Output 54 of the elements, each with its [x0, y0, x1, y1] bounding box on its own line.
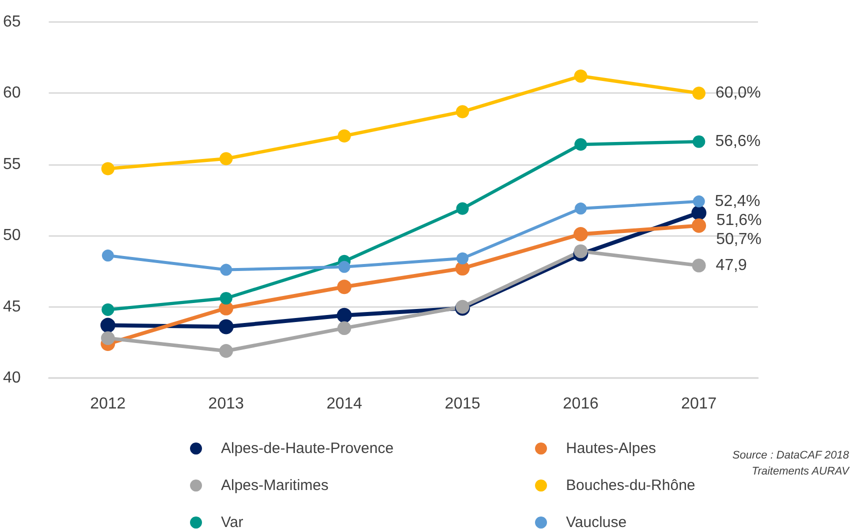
point — [220, 152, 233, 166]
point — [692, 258, 706, 272]
point — [219, 344, 233, 358]
point — [692, 86, 706, 100]
point — [456, 202, 469, 215]
point — [574, 226, 588, 242]
legend-label: Bouches-du-Rhône — [566, 477, 696, 494]
point — [574, 244, 588, 258]
x-tick-label: 2017 — [681, 396, 717, 412]
data-label: 47,9 — [716, 257, 748, 274]
legend-label: Hautes-Alpes — [566, 440, 656, 457]
point — [692, 135, 706, 148]
data-label: 50,7% — [716, 230, 762, 248]
point — [692, 218, 706, 233]
legend-label: Vaucluse — [566, 514, 627, 529]
y-tick-label: 45 — [3, 298, 21, 316]
x-tick-label: 2012 — [90, 396, 126, 412]
point — [574, 202, 587, 215]
point — [100, 318, 116, 333]
source-note: Source : DataCAF 2018 — [732, 450, 850, 462]
point — [337, 280, 352, 294]
point — [456, 105, 470, 118]
point — [101, 162, 114, 176]
y-tick-label: 60 — [3, 84, 21, 102]
point — [220, 292, 232, 305]
data-label: 52,4% — [714, 192, 760, 210]
point — [220, 264, 232, 276]
data-label: 56,6% — [715, 133, 761, 150]
point — [338, 129, 351, 143]
y-tick-label: 50 — [3, 227, 21, 244]
text: Traitements AURAV — [752, 466, 851, 478]
x-tick-label: 2016 — [562, 396, 599, 412]
point — [574, 138, 587, 151]
data-label: 60,0% — [716, 84, 761, 102]
point — [337, 321, 352, 336]
x-tick-label: 2015 — [444, 396, 480, 412]
point — [101, 331, 115, 346]
point — [692, 195, 705, 208]
y-tick-label: 65 — [3, 14, 21, 30]
legend-label: Alpes-Maritimes — [221, 477, 329, 494]
y-tick-label: 55 — [3, 156, 21, 173]
point — [336, 308, 352, 323]
point — [102, 303, 114, 316]
x-tick-label: 2014 — [326, 396, 362, 412]
point — [456, 252, 468, 264]
point — [574, 70, 588, 83]
legend-label: Alpes-de-Haute-Provence — [221, 440, 394, 457]
point — [102, 250, 114, 262]
point — [338, 260, 350, 273]
legend-label: Var — [221, 514, 244, 529]
x-tick-label: 2013 — [208, 396, 244, 412]
point — [218, 319, 234, 334]
data-label: 51,6% — [716, 212, 762, 229]
y-tick-label: 40 — [3, 370, 21, 386]
